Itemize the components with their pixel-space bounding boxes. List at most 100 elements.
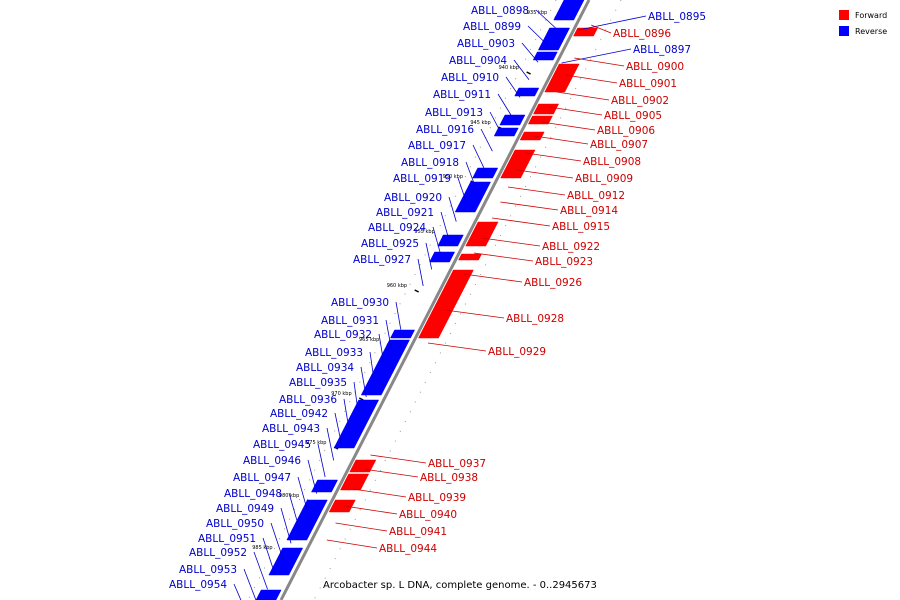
reverse-gene-label[interactable]: ABLL_0918 bbox=[401, 157, 459, 169]
forward-gene-label[interactable]: ABLL_0926 bbox=[524, 277, 582, 289]
reverse-gene-label[interactable]: ABLL_0917 bbox=[408, 140, 466, 152]
reverse-leader-line bbox=[448, 196, 457, 222]
forward-gene-label[interactable]: ABLL_0938 bbox=[420, 472, 478, 484]
tick-label: 940 kbp bbox=[499, 65, 519, 71]
forward-gene-label[interactable]: ABLL_0902 bbox=[611, 95, 669, 107]
reverse-gene-block bbox=[472, 167, 499, 179]
reverse-gene-label[interactable]: ABLL_0927 bbox=[353, 254, 411, 266]
reverse-gene-label[interactable]: ABLL_0895 bbox=[648, 11, 706, 23]
forward-gene-label[interactable]: ABLL_0912 bbox=[567, 190, 625, 202]
reverse-gene-label[interactable]: ABLL_0935 bbox=[289, 377, 347, 389]
reverse-leader-line bbox=[578, 15, 647, 31]
reverse-gene-label[interactable]: ABLL_0910 bbox=[441, 72, 499, 84]
legend-reverse-swatch bbox=[839, 26, 849, 36]
reverse-gene-label[interactable]: ABLL_0904 bbox=[449, 55, 507, 67]
reverse-gene-label[interactable]: ABLL_0924 bbox=[368, 222, 426, 234]
forward-gene-label[interactable]: ABLL_0928 bbox=[506, 313, 564, 325]
forward-gene-label[interactable]: ABLL_0944 bbox=[379, 543, 437, 555]
reverse-leader-line bbox=[527, 25, 548, 45]
reverse-gene-label[interactable]: ABLL_0911 bbox=[433, 89, 491, 101]
forward-gene-label[interactable]: ABLL_0929 bbox=[488, 346, 546, 358]
forward-leader-line bbox=[492, 217, 551, 227]
forward-gene-label[interactable]: ABLL_0923 bbox=[535, 256, 593, 268]
reverse-gene-label[interactable]: ABLL_0949 bbox=[216, 503, 274, 515]
reverse-gene-label[interactable]: ABLL_0897 bbox=[633, 44, 691, 56]
reverse-gene-label[interactable]: ABLL_0903 bbox=[457, 38, 515, 50]
reverse-gene-label[interactable]: ABLL_0916 bbox=[416, 124, 474, 136]
tick-layer: 935 kbp 940 kbp 945 kbp 950 kbp 955 kbp 960 k… bbox=[252, 10, 560, 555]
reverse-gene-label[interactable]: ABLL_0942 bbox=[270, 408, 328, 420]
reverse-leader-line bbox=[440, 211, 449, 238]
reverse-gene-label[interactable]: ABLL_0947 bbox=[233, 472, 291, 484]
reverse-gene-label[interactable]: ABLL_0946 bbox=[243, 455, 301, 467]
forward-gene-label[interactable]: ABLL_0941 bbox=[389, 526, 447, 538]
reverse-leader-line bbox=[270, 522, 284, 560]
forward-gene-label[interactable]: ABLL_0940 bbox=[399, 509, 457, 521]
reverse-gene-block bbox=[514, 87, 540, 97]
reverse-leader-line bbox=[472, 144, 485, 168]
forward-gene-label[interactable]: ABLL_0922 bbox=[542, 241, 600, 253]
reverse-leader-line bbox=[521, 42, 539, 63]
reverse-leader-line bbox=[378, 333, 385, 363]
reverse-gene-label[interactable]: ABLL_0933 bbox=[305, 347, 363, 359]
reverse-gene-label[interactable]: ABLL_0913 bbox=[425, 107, 483, 119]
tick-label: 945 kbp bbox=[470, 120, 490, 126]
reverse-gene-label[interactable]: ABLL_0948 bbox=[224, 488, 282, 500]
reverse-gene-label[interactable]: ABLL_0954 bbox=[169, 579, 227, 591]
reverse-leader-line bbox=[353, 381, 359, 413]
reverse-gene-label[interactable]: ABLL_0951 bbox=[198, 533, 256, 545]
reverse-gene-label[interactable]: ABLL_0943 bbox=[262, 423, 320, 435]
tick-mark bbox=[526, 71, 531, 75]
legend-forward-label: Forward bbox=[855, 11, 887, 20]
forward-gene-label[interactable]: ABLL_0900 bbox=[626, 61, 684, 73]
reverse-gene-label[interactable]: ABLL_0936 bbox=[279, 394, 337, 406]
reverse-gene-label[interactable]: ABLL_0919 bbox=[393, 173, 451, 185]
forward-gene-label[interactable]: ABLL_0907 bbox=[590, 139, 648, 151]
reverse-leader-line bbox=[262, 537, 276, 575]
reverse-gene-label[interactable]: ABLL_0932 bbox=[314, 329, 372, 341]
forward-gene-label[interactable]: ABLL_0939 bbox=[408, 492, 466, 504]
reverse-gene-label[interactable]: ABLL_0920 bbox=[384, 192, 442, 204]
forward-gene-label[interactable]: ABLL_0937 bbox=[428, 458, 486, 470]
forward-leader-line bbox=[481, 237, 541, 247]
reverse-gene-block bbox=[532, 51, 558, 61]
reverse-gene-label[interactable]: ABLL_0930 bbox=[331, 297, 389, 309]
forward-gene-label[interactable]: ABLL_0915 bbox=[552, 221, 610, 233]
reverse-leader-line bbox=[465, 161, 476, 186]
reverse-leader-line bbox=[432, 226, 441, 253]
reverse-leader-line bbox=[369, 351, 375, 382]
forward-gene-label[interactable]: ABLL_0896 bbox=[613, 28, 671, 40]
reverse-leader-line bbox=[317, 443, 326, 478]
reverse-gene-label[interactable]: ABLL_0945 bbox=[253, 439, 311, 451]
forward-gene-label[interactable]: ABLL_0914 bbox=[560, 205, 618, 217]
forward-leader-line bbox=[507, 186, 566, 196]
forward-gene-label[interactable]: ABLL_0908 bbox=[583, 156, 641, 168]
reverse-gene-block bbox=[553, 0, 585, 21]
reverse-gene-label[interactable]: ABLL_0952 bbox=[189, 547, 247, 559]
forward-gene-label[interactable]: ABLL_0901 bbox=[619, 78, 677, 90]
reverse-leader-line bbox=[280, 507, 292, 544]
forward-gene-label[interactable]: ABLL_0909 bbox=[575, 173, 633, 185]
reverse-gene-label[interactable]: ABLL_0925 bbox=[361, 238, 419, 250]
tick-label: 970 kbp bbox=[331, 391, 351, 397]
reverse-gene-label[interactable]: ABLL_0950 bbox=[206, 518, 264, 530]
reverse-gene-label[interactable]: ABLL_0921 bbox=[376, 207, 434, 219]
genome-axis-layer bbox=[247, 0, 622, 600]
forward-leader-line bbox=[344, 505, 398, 515]
forward-leader-line bbox=[444, 309, 505, 319]
forward-gene-label[interactable]: ABLL_0906 bbox=[597, 125, 655, 137]
reverse-gene-label[interactable]: ABLL_0931 bbox=[321, 315, 379, 327]
reverse-gene-label[interactable]: ABLL_0899 bbox=[463, 21, 521, 33]
forward-leader-line bbox=[370, 454, 427, 464]
reverse-gene-label[interactable]: ABLL_0934 bbox=[296, 362, 354, 374]
tick-label: 935 kbp bbox=[527, 10, 547, 16]
reverse-gene-label[interactable]: ABLL_0898 bbox=[471, 5, 529, 17]
reverse-leader-line bbox=[253, 551, 268, 590]
reverse-gene-label[interactable]: ABLL_0953 bbox=[179, 564, 237, 576]
legend: Forward Reverse bbox=[839, 10, 887, 36]
forward-gene-label[interactable]: ABLL_0905 bbox=[604, 110, 662, 122]
reverse-leader-line bbox=[457, 177, 467, 203]
reverse-leader-line bbox=[497, 93, 512, 116]
reverse-gene-block bbox=[390, 329, 416, 339]
forward-leader-line bbox=[335, 522, 388, 532]
